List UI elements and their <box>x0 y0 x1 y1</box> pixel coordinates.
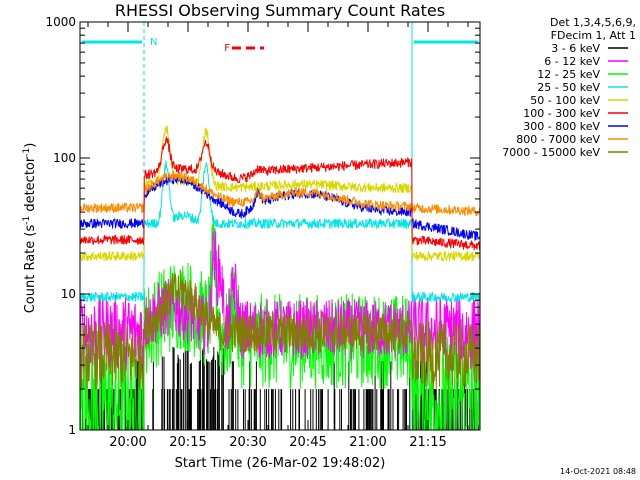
series-line-50-100-kev <box>79 125 481 262</box>
series-line-25-50-kev <box>79 160 481 303</box>
y-axis-label-end: ) <box>23 143 38 148</box>
series-line-100-300-kev <box>79 136 481 251</box>
y-axis-label: Count Rate (s-1 detector-1) <box>22 143 38 314</box>
x-tick-label: 20:45 <box>289 435 326 450</box>
legend-header: FDecim 1, Att 1 <box>551 29 636 42</box>
y-tick-label: 1000 <box>45 15 76 29</box>
legend-entry-label: 25 - 50 keV <box>537 81 600 94</box>
axis-layer: 1 10 100 1000 20:00 20:15 20:30 20:45 21:00 21:15 <box>45 15 480 450</box>
timestamp: 14-Oct-2021 08:48 <box>560 467 636 476</box>
x-axis-label: Start Time (26-Mar-02 19:48:02) <box>175 456 386 471</box>
legend-entry-label: 50 - 100 keV <box>530 94 600 107</box>
y-tick-label: 1 <box>68 423 76 437</box>
legend-entry-label: 12 - 25 keV <box>537 68 600 81</box>
legend-entry-label: 7000 - 15000 keV <box>502 146 600 159</box>
series-line-300-800-kev <box>79 174 481 241</box>
night-label: N <box>150 37 157 48</box>
legend-header: Det 1,3,4,5,6,9, <box>550 16 636 29</box>
x-tick-label: 21:00 <box>349 435 386 450</box>
x-tick-label: 20:30 <box>229 435 266 450</box>
y-axis-label-mid: detector <box>23 156 38 216</box>
plot-frame <box>79 21 481 431</box>
x-tick-label: 20:00 <box>109 435 146 450</box>
legend-entry-label: 6 - 12 keV <box>544 55 600 68</box>
y-axis-label-sup1: -1 <box>22 216 32 225</box>
legend-entry-label: 3 - 6 keV <box>551 42 600 55</box>
chart-title: RHESSI Observing Summary Count Rates <box>115 1 445 20</box>
overlay-layer: NF <box>82 37 478 54</box>
series-line-6-12-kev <box>79 228 481 372</box>
legend-entry-label: 300 - 800 keV <box>523 120 600 133</box>
y-axis-label-sup2: -1 <box>22 148 32 157</box>
series-line-12-25-kev <box>79 216 481 431</box>
y-tick-label: 100 <box>53 151 76 165</box>
legend-entry-label: 800 - 7000 keV <box>516 133 600 146</box>
legend: Det 1,3,4,5,6,9,FDecim 1, Att 13 - 6 keV… <box>502 16 636 159</box>
series-line-7000-15000-kev <box>79 269 481 391</box>
series-layer <box>79 125 481 431</box>
x-tick-label: 21:15 <box>409 435 446 450</box>
series-line-800-7000-kev <box>79 170 481 217</box>
flare-label: F <box>224 43 230 54</box>
y-axis-label-main: Count Rate (s <box>23 225 38 314</box>
y-tick-label: 10 <box>61 287 76 301</box>
x-tick-label: 20:15 <box>169 435 206 450</box>
legend-entry-label: 100 - 300 keV <box>523 107 600 120</box>
